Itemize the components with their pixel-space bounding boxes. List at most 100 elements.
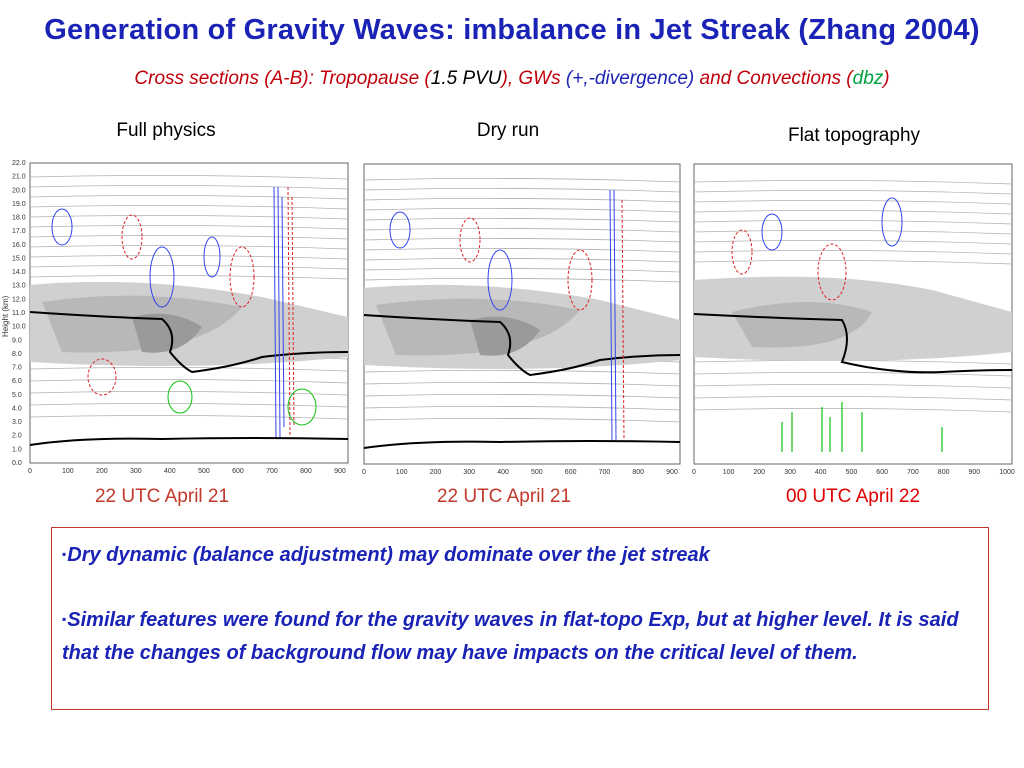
- x-tick-label: 300: [784, 469, 796, 476]
- bullet-item-2: ▪Similar features were found for the gra…: [62, 603, 978, 670]
- panel-label-dry-run: Dry run: [476, 120, 540, 141]
- x-tick-label: 800: [300, 468, 312, 475]
- x-tick-labels: 0 100 200 300 400 500 600 700 800 900: [362, 469, 678, 476]
- panel-time-full-physics: 22 UTC April 21: [94, 486, 230, 507]
- x-tick-label: 300: [130, 468, 142, 475]
- slide-title: Generation of Gravity Waves: imbalance i…: [44, 14, 980, 46]
- x-tick-label: 400: [164, 468, 176, 475]
- y-tick-label: 15.0: [12, 256, 26, 263]
- slide-subtitle: Cross sections (A-B): Tropopause (1.5 PV…: [0, 68, 1024, 90]
- x-tick-label: 800: [938, 469, 950, 476]
- convection-green-contours: [167, 380, 317, 426]
- y-tick-label: 18.0: [12, 215, 26, 222]
- y-tick-label: 17.0: [12, 228, 26, 235]
- panel-label-flat-topography: Flat topography: [787, 125, 921, 146]
- x-tick-label: 600: [876, 469, 888, 476]
- panel-time-flat-topography: 00 UTC April 22: [785, 486, 921, 507]
- x-tick-label: 700: [907, 469, 919, 476]
- gw-blue-contours: [389, 189, 617, 441]
- y-tick-label: 2.0: [12, 433, 22, 440]
- surface-line: [363, 440, 681, 449]
- x-tick-label: 600: [565, 469, 577, 476]
- x-tick-label: 900: [969, 469, 981, 476]
- cross-section-flat-topography: 0 100 200 300 400 500 600 700 800 900 1000: [692, 162, 1016, 480]
- x-tick-label: 400: [815, 469, 827, 476]
- x-tick-label: 100: [62, 468, 74, 475]
- x-tick-label: 200: [753, 469, 765, 476]
- gw-red-contours: [459, 199, 625, 441]
- y-tick-label: 8.0: [12, 351, 22, 358]
- y-axis-label: Height (km): [2, 295, 10, 337]
- y-tick-label: 16.0: [12, 242, 26, 249]
- y-tick-label: 3.0: [12, 419, 22, 426]
- y-tick-labels: 0.0 1.0 2.0 3.0 4.0 5.0 6.0 7.0 8.0 9.0 10.0 11.0 12…: [12, 160, 26, 467]
- gw-red-contours: [731, 229, 847, 301]
- x-tick-label: 500: [531, 469, 543, 476]
- y-tick-label: 14.0: [12, 269, 26, 276]
- y-tick-label: 7.0: [12, 365, 22, 372]
- y-tick-label: 13.0: [12, 283, 26, 290]
- subtitle-pvu: 1.5 PVU: [430, 68, 502, 89]
- bullet-marker: ▪: [62, 547, 67, 561]
- tropopause-line: [29, 311, 349, 374]
- bullet-text: Dry dynamic (balance adjustment) may dom…: [67, 544, 710, 566]
- isentrope-lines: [363, 178, 681, 423]
- y-tick-label: 11.0: [12, 310, 25, 317]
- y-tick-label: 6.0: [12, 378, 22, 385]
- cross-section-figure: Height (km) 0.0 1.0 2.0 3.0 4.0 5.0 6.0 7.0 8.0 9…: [2, 160, 349, 475]
- summary-box: ▪Dry dynamic (balance adjustment) may do…: [51, 527, 989, 710]
- x-tick-label: 0: [28, 468, 32, 475]
- x-tick-label: 500: [198, 468, 210, 475]
- jet-shading: [30, 281, 348, 366]
- y-tick-label: 21.0: [12, 174, 26, 181]
- x-tick-label: 200: [430, 469, 442, 476]
- x-tick-label: 600: [232, 468, 244, 475]
- x-tick-label: 100: [396, 469, 408, 476]
- x-tick-label: 300: [463, 469, 475, 476]
- subtitle-part7: ): [883, 68, 890, 89]
- convection-green-contours: [781, 402, 943, 452]
- gw-red-contours: [87, 186, 295, 438]
- y-tick-label: 20.0: [12, 187, 26, 194]
- subtitle-part1: Cross sections (A-B): Tropopause (: [134, 68, 431, 89]
- cross-section-figure: 0 100 200 300 400 500 600 700 800 900: [362, 163, 681, 476]
- panel-time-dry-run: 22 UTC April 21: [436, 486, 572, 507]
- surface-line: [29, 437, 349, 446]
- cross-section-dry-run: 0 100 200 300 400 500 600 700 800 900: [360, 160, 685, 478]
- x-tick-label: 100: [723, 469, 735, 476]
- y-tick-label: 19.0: [12, 201, 26, 208]
- x-tick-label: 900: [334, 468, 346, 475]
- cross-section-full-physics: Height (km) 0.0 1.0 2.0 3.0 4.0 5.0 6.0 7.0 8.0 9…: [2, 157, 352, 477]
- y-tick-label: 5.0: [12, 392, 22, 399]
- y-tick-label: 4.0: [12, 406, 22, 413]
- x-tick-label: 0: [362, 469, 366, 476]
- x-tick-label: 900: [666, 469, 678, 476]
- jet-shading: [694, 276, 1012, 361]
- bullet-marker: ▪: [62, 612, 67, 626]
- subtitle-part5: and Convections (: [694, 68, 853, 89]
- y-tick-label: 9.0: [12, 337, 22, 344]
- x-tick-label: 700: [266, 468, 278, 475]
- tropopause-line: [363, 314, 681, 377]
- jet-shading: [364, 284, 680, 369]
- y-tick-label: 22.0: [12, 160, 26, 167]
- gw-blue-contours: [761, 197, 903, 251]
- bullet-text: Similar features were found for the grav…: [62, 609, 959, 664]
- x-tick-label: 200: [96, 468, 108, 475]
- x-tick-label: 400: [497, 469, 509, 476]
- panel-label-full-physics: Full physics: [116, 120, 216, 141]
- x-tick-label: 1000: [999, 469, 1015, 476]
- tropopause-line: [693, 313, 1013, 374]
- y-tick-label: 1.0: [12, 446, 22, 453]
- subtitle-part3: ), GWs: [501, 68, 566, 89]
- y-tick-label: 0.0: [12, 460, 22, 467]
- isentrope-lines: [29, 175, 349, 420]
- x-tick-label: 800: [632, 469, 644, 476]
- x-tick-label: 700: [599, 469, 611, 476]
- x-tick-label: 500: [846, 469, 858, 476]
- cross-section-figure: 0 100 200 300 400 500 600 700 800 900 1000: [692, 163, 1015, 476]
- y-tick-label: 12.0: [12, 296, 26, 303]
- bullet-item-1: ▪Dry dynamic (balance adjustment) may do…: [62, 538, 978, 572]
- x-tick-label: 0: [692, 469, 696, 476]
- subtitle-dbz: dbz: [852, 68, 884, 89]
